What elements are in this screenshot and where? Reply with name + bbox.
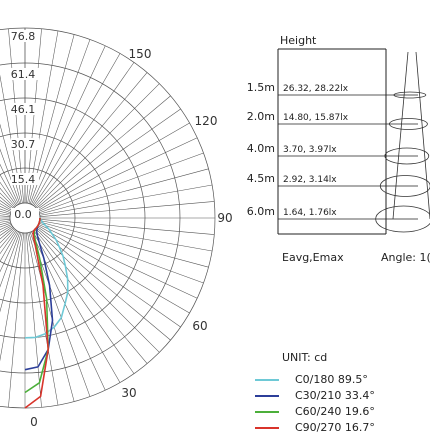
- radial-tick-label-bg: [11, 138, 39, 150]
- row-illuminance-value: 2.92, 3.14lx: [283, 175, 337, 185]
- grid-spoke: [31, 45, 106, 205]
- grid-spoke: [0, 230, 18, 262]
- table-title: Height: [280, 34, 317, 47]
- row-height-label: 6.0m: [247, 205, 275, 218]
- radial-tick-label: 15.4: [11, 173, 36, 186]
- beam-ellipse: [375, 205, 430, 233]
- grid-spoke: [0, 232, 22, 313]
- legend-swatch-c60: [255, 411, 279, 413]
- radial-tick-label: 0.0: [14, 208, 32, 221]
- grid-spoke: [34, 229, 148, 364]
- grid-spoke: [0, 174, 18, 206]
- series-curve: [24, 217, 69, 339]
- table-footer-left: Eavg,Emax: [282, 251, 344, 264]
- grid-spoke: [0, 229, 16, 249]
- row-height-label: 4.5m: [247, 172, 275, 185]
- grid-spoke: [0, 200, 13, 210]
- polar-intensity-chart: 76.8 61.4 46.1 30.7 15.4 0.0 0 30 60 90 120 150: [0, 27, 233, 429]
- grid-spoke: [27, 232, 59, 406]
- grid-spoke: [39, 221, 209, 268]
- grid-spoke: [37, 122, 190, 211]
- grid-spoke: [0, 163, 19, 205]
- beam-edge-right: [415, 51, 430, 220]
- row-height-label: 2.0m: [247, 110, 275, 123]
- row-height-label: 1.5m: [247, 81, 275, 94]
- legend-label-c90: C90/270 16.7°: [295, 421, 375, 434]
- row-illuminance-value: 14.80, 15.87lx: [283, 113, 349, 123]
- row-height-label: 4.0m: [247, 142, 275, 155]
- legend-label-c60: C60/240 19.6°: [295, 405, 375, 418]
- radial-tick-label: 46.1: [11, 103, 36, 116]
- grid-spoke: [29, 39, 91, 204]
- grid-spoke: [39, 201, 215, 217]
- grid-spoke: [39, 152, 204, 214]
- angle-tick-label: 90: [217, 211, 232, 225]
- grid-spoke: [39, 220, 213, 252]
- radial-tick-label: 61.4: [11, 68, 36, 81]
- grid-spoke: [37, 108, 181, 210]
- grid-spoke: [38, 224, 198, 299]
- grid-spoke: [0, 232, 23, 362]
- beam-edge-left: [392, 51, 409, 220]
- grid-spoke: [37, 226, 181, 328]
- row-illuminance-value: 26.32, 28.22lx: [283, 84, 349, 94]
- grid-spoke: [0, 222, 11, 228]
- grid-spoke: [0, 224, 12, 230]
- grid-spoke: [8, 232, 24, 408]
- radial-tick-label: 30.7: [11, 138, 36, 151]
- radial-tick-label-bg: [11, 208, 39, 220]
- legend-swatch-c90: [255, 427, 279, 429]
- angle-tick-label: 60: [192, 319, 207, 333]
- angle-tick-label: 150: [129, 47, 152, 61]
- radial-tick-label-bg: [11, 103, 39, 115]
- grid-spoke: [33, 62, 135, 206]
- row-illuminance-value: 3.70, 3.97lx: [283, 145, 337, 155]
- grid-spoke: [35, 228, 160, 353]
- radial-tick-label-bg: [11, 173, 39, 185]
- grid-spoke: [38, 137, 198, 212]
- beam-ellipse: [393, 91, 427, 99]
- grid-spoke: [32, 230, 121, 383]
- table-footer-right: Angle: 1(: [381, 251, 430, 264]
- beam-ellipse: [388, 118, 428, 130]
- row-illuminance-value: 1.64, 1.76lx: [283, 208, 337, 218]
- grid-spoke: [0, 206, 12, 212]
- legend-swatch-c0: [255, 379, 279, 381]
- grid-spoke: [39, 219, 215, 235]
- grid-spoke: [36, 95, 171, 209]
- grid-spoke: [0, 148, 21, 204]
- angle-tick-label: 30: [121, 386, 136, 400]
- beam-ellipse: [379, 175, 430, 197]
- radial-tick-label-bg: [11, 30, 39, 42]
- grid-spoke: [39, 222, 204, 284]
- beam-ellipse: [384, 147, 430, 165]
- grid-spoke: [34, 72, 148, 207]
- angle-tick-label: 120: [195, 114, 218, 128]
- grid-spoke: [39, 168, 209, 215]
- grid-spoke: [0, 231, 19, 273]
- grid-spoke: [0, 226, 13, 236]
- legend-label-c0: C0/180 89.5°: [295, 373, 368, 386]
- grid-spoke: [0, 208, 11, 214]
- radial-tick-label: 76.8: [11, 30, 36, 43]
- radial-tick-label-bg: [11, 68, 39, 80]
- grid-spoke: [0, 232, 21, 288]
- grid-spoke: [26, 232, 42, 408]
- grid-spoke: [39, 184, 213, 216]
- unit-label: UNIT: cd: [282, 351, 328, 364]
- grid-spoke: [33, 230, 135, 374]
- legend-swatch-c30: [255, 395, 279, 397]
- grid-spoke: [35, 83, 160, 208]
- legend-label-c30: C30/210 33.4°: [295, 389, 375, 402]
- grid-spoke: [32, 53, 121, 206]
- grid-spoke: [37, 225, 190, 314]
- series-curve: [24, 217, 50, 409]
- angle-tick-label: 0: [30, 415, 38, 429]
